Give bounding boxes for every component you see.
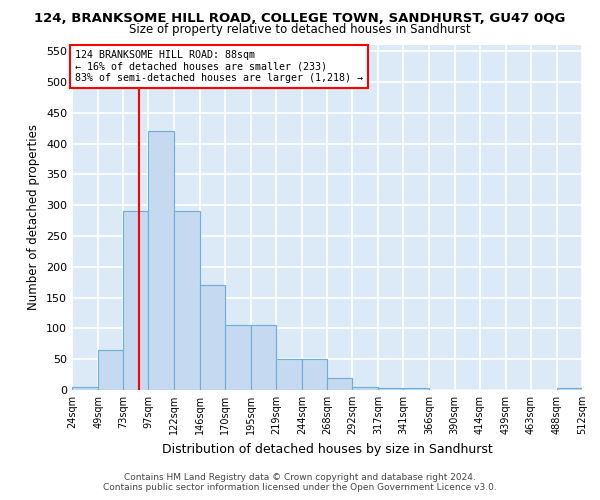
Bar xyxy=(251,326,276,390)
Bar xyxy=(224,326,251,390)
Bar xyxy=(378,388,403,390)
Bar xyxy=(148,131,175,390)
Bar xyxy=(175,212,199,390)
Bar xyxy=(200,286,224,390)
X-axis label: Distribution of detached houses by size in Sandhurst: Distribution of detached houses by size … xyxy=(161,442,493,456)
Bar xyxy=(123,212,148,390)
Bar xyxy=(72,387,98,390)
Bar xyxy=(557,388,582,390)
Bar xyxy=(352,387,378,390)
Text: 124, BRANKSOME HILL ROAD, COLLEGE TOWN, SANDHURST, GU47 0QG: 124, BRANKSOME HILL ROAD, COLLEGE TOWN, … xyxy=(34,12,566,26)
Bar xyxy=(276,359,302,390)
Y-axis label: Number of detached properties: Number of detached properties xyxy=(28,124,40,310)
Text: Contains HM Land Registry data © Crown copyright and database right 2024.
Contai: Contains HM Land Registry data © Crown c… xyxy=(103,473,497,492)
Bar xyxy=(327,378,352,390)
Text: 124 BRANKSOME HILL ROAD: 88sqm
← 16% of detached houses are smaller (233)
83% of: 124 BRANKSOME HILL ROAD: 88sqm ← 16% of … xyxy=(74,50,362,84)
Bar xyxy=(403,388,430,390)
Text: Size of property relative to detached houses in Sandhurst: Size of property relative to detached ho… xyxy=(129,22,471,36)
Bar xyxy=(302,359,327,390)
Bar xyxy=(98,350,123,390)
